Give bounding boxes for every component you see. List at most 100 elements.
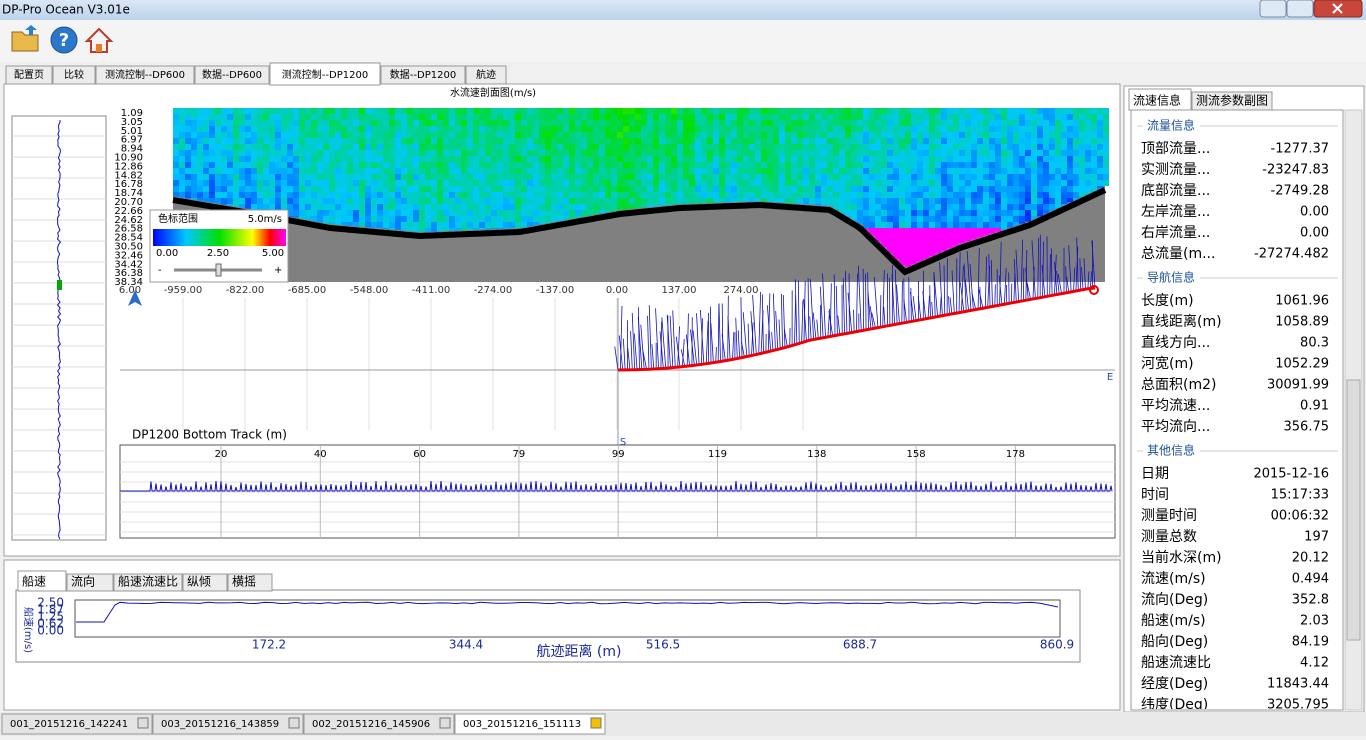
heatmap-cell (515, 126, 521, 132)
heatmap-cell (335, 114, 341, 120)
heatmap-cell (197, 126, 203, 132)
heatmap-cell (671, 162, 677, 168)
file-close[interactable] (440, 718, 450, 728)
heatmap-cell (977, 216, 983, 222)
heatmap-cell (389, 228, 395, 230)
heatmap-cell (995, 162, 1001, 168)
heatmap-cell (419, 198, 425, 204)
heatmap-cell (263, 108, 269, 114)
heatmap-cell (839, 174, 845, 180)
heatmap-cell (989, 156, 995, 162)
heatmap-cell (953, 210, 959, 216)
heatmap-cell (479, 162, 485, 168)
heatmap-cell (467, 174, 473, 180)
heatmap-cell (323, 132, 329, 138)
heatmap-cell (995, 120, 1001, 126)
file-close[interactable] (138, 718, 148, 728)
heatmap-cell (431, 192, 437, 198)
heatmap-cell (749, 174, 755, 180)
heatmap-cell (263, 156, 269, 162)
info-value: 0.00 (1300, 226, 1329, 241)
heatmap-cell (383, 156, 389, 162)
heatmap-cell (587, 174, 593, 180)
heatmap-cell (701, 114, 707, 120)
heatmap-cell (521, 162, 527, 168)
heatmap-cell (587, 192, 593, 198)
heatmap-cell (443, 150, 449, 156)
heatmap-cell (269, 174, 275, 180)
bottom-track-tick: 79 (513, 449, 526, 460)
heatmap-cell (785, 144, 791, 150)
heatmap-cell (1079, 144, 1085, 150)
heatmap-cell (1067, 156, 1073, 162)
heatmap-cell (1073, 132, 1079, 138)
heatmap-cell (293, 216, 299, 218)
heatmap-cell (563, 144, 569, 150)
heatmap-cell (803, 156, 809, 162)
heatmap-cell (905, 132, 911, 138)
heatmap-cell (269, 186, 275, 192)
heatmap-cell (293, 132, 299, 138)
heatmap-cell (713, 114, 719, 120)
heatmap-cell (401, 162, 407, 168)
heatmap-cell (197, 198, 203, 201)
heatmap-cell (581, 156, 587, 162)
minimize-button[interactable] (1260, 0, 1286, 17)
heatmap-cell (887, 144, 893, 150)
heatmap-cell (899, 246, 905, 252)
lower-tab-label: 横摇 (232, 575, 256, 589)
heatmap-cell (461, 108, 467, 114)
heatmap-cell (1085, 114, 1091, 120)
heatmap-cell (1001, 150, 1007, 156)
heatmap-cell (821, 132, 827, 138)
heatmap-cell (299, 108, 305, 114)
heatmap-cell (995, 222, 1001, 228)
heatmap-cell (1079, 186, 1085, 192)
heatmap-cell (281, 108, 287, 114)
heatmap-cell (809, 156, 815, 162)
file-close[interactable] (289, 718, 299, 728)
heatmap-cell (923, 246, 929, 252)
heatmap-cell (683, 144, 689, 150)
file-close[interactable] (591, 718, 601, 728)
heatmap-cell (1031, 204, 1037, 210)
heatmap-cell (755, 198, 761, 201)
heatmap-cell (989, 144, 995, 150)
heatmap-cell (749, 138, 755, 144)
scroll-thumb[interactable] (1347, 380, 1360, 640)
heatmap-cell (929, 234, 935, 240)
heatmap-cell (413, 144, 419, 150)
heatmap-cell (893, 132, 899, 138)
legend-slider-thumb[interactable] (216, 264, 221, 276)
heatmap-cell (947, 144, 953, 150)
heatmap-cell (515, 114, 521, 120)
heatmap-cell (419, 216, 425, 222)
heatmap-cell (833, 138, 839, 144)
heatmap-cell (455, 144, 461, 150)
heatmap-cell (227, 168, 233, 174)
heatmap-cell (1073, 120, 1079, 126)
heatmap-cell (413, 138, 419, 144)
heatmap-cell (269, 108, 275, 114)
heatmap-cell (959, 174, 965, 180)
heatmap-cell (809, 132, 815, 138)
heatmap-cell (365, 186, 371, 192)
heatmap-cell (197, 114, 203, 120)
legend-tick-label: 2.50 (207, 248, 229, 259)
heatmap-cell (341, 186, 347, 192)
help-button[interactable]: ? (51, 27, 77, 53)
heatmap-cell (665, 108, 671, 114)
heatmap-cell (1067, 174, 1073, 180)
info-label: 经度(Deg) (1141, 676, 1208, 692)
heatmap-cell (953, 144, 959, 150)
heatmap-cell (191, 186, 197, 192)
heatmap-cell (809, 198, 815, 204)
heatmap-cell (1019, 168, 1025, 174)
info-value: -23247.83 (1262, 163, 1329, 178)
heatmap-cell (947, 186, 953, 192)
heatmap-cell (443, 132, 449, 138)
heatmap-cell (455, 210, 461, 216)
heatmap-cell (677, 198, 683, 204)
heatmap-cell (1061, 108, 1067, 114)
maximize-button[interactable] (1287, 0, 1313, 17)
